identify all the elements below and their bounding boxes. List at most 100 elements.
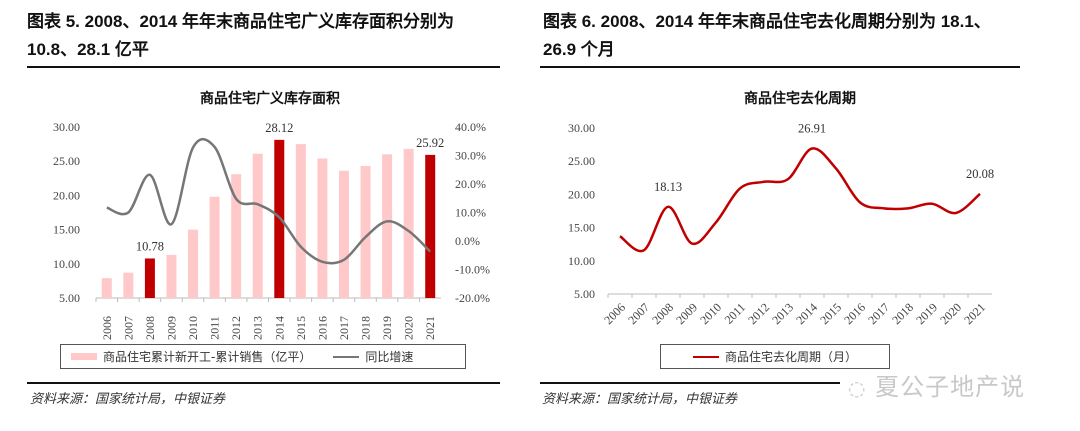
left-y-tick: 10.00 <box>53 257 80 271</box>
right-y-tick: 20.0% <box>455 177 486 191</box>
bar-2008 <box>144 258 155 298</box>
bar-2013 <box>252 153 263 298</box>
growth-line <box>106 137 432 265</box>
x-tick-label: 2014 <box>272 316 286 340</box>
y-tick: 5.00 <box>574 287 595 301</box>
right-heading-line1: 图表 6. 2008、2014 年年末商品住宅去化周期分别为 18.1、 <box>543 12 991 31</box>
left-source: 资料来源：国家统计局，中银证券 <box>30 392 226 407</box>
left-y-tick: 20.00 <box>53 188 80 202</box>
x-tick-label: 2019 <box>913 300 940 327</box>
left-legend: 商品住宅累计新开工-累计销售（亿平） 同比增速 <box>60 344 466 369</box>
bar-2018 <box>360 165 371 298</box>
right-top-divider <box>540 66 1020 68</box>
bar-2020 <box>403 148 414 298</box>
right-source: 资料来源：国家统计局，中银证券 <box>542 392 738 407</box>
cycle-line <box>619 147 981 253</box>
x-tick-label: 2010 <box>186 316 200 340</box>
data-label: 28.12 <box>265 121 293 135</box>
x-tick-label: 2015 <box>294 316 308 340</box>
legend-bar-label: 商品住宅累计新开工-累计销售（亿平） <box>103 350 312 364</box>
bar-2012 <box>231 174 242 298</box>
x-tick-label: 2007 <box>121 316 135 340</box>
right-bottom-divider <box>540 382 840 384</box>
x-tick-label: 2021 <box>423 316 437 340</box>
x-tick-label: 2020 <box>937 300 964 327</box>
x-tick-label: 2015 <box>817 300 844 327</box>
right-legend: 商品住宅去化周期（月） <box>660 344 890 369</box>
bar-2007 <box>123 272 134 298</box>
x-tick-label: 2012 <box>229 316 243 340</box>
x-tick-label: 2017 <box>865 300 892 327</box>
left-top-divider <box>27 66 500 68</box>
x-tick-label: 2009 <box>673 300 700 327</box>
x-tick-label: 2018 <box>359 316 373 340</box>
right-heading: 图表 6. 2008、2014 年年末商品住宅去化周期分别为 18.1、 26.… <box>543 8 1043 64</box>
legend-line-swatch <box>692 355 719 358</box>
data-label: 20.08 <box>966 167 994 181</box>
data-label: 25.92 <box>416 136 444 150</box>
x-tick-label: 2016 <box>841 300 868 327</box>
wechat-icon: ◌ <box>848 376 867 400</box>
right-chart-title: 商品住宅去化周期 <box>744 91 856 107</box>
bar-2010 <box>188 229 199 298</box>
y-tick: 20.00 <box>568 187 595 201</box>
left-heading-line2: 10.8、28.1 亿平 <box>27 40 149 59</box>
left-y-tick: 30.00 <box>53 120 80 134</box>
right-y-tick: -20.0% <box>455 291 490 305</box>
right-y-tick: 10.0% <box>455 206 486 220</box>
data-label: 26.91 <box>798 122 826 136</box>
y-tick: 25.00 <box>568 154 595 168</box>
right-y-tick: -10.0% <box>455 263 490 277</box>
legend-line-label: 商品住宅去化周期（月） <box>724 350 857 364</box>
bar-2015 <box>295 144 306 298</box>
x-tick-label: 2006 <box>601 300 628 327</box>
left-heading-line1: 图表 5. 2008、2014 年年末商品住宅广义库存面积分别为 <box>27 12 454 31</box>
left-bottom-divider <box>27 382 500 384</box>
x-tick-label: 2011 <box>722 300 749 327</box>
x-tick-label: 2021 <box>961 300 988 327</box>
left-y-tick: 25.00 <box>53 154 80 168</box>
x-tick-label: 2017 <box>337 316 351 340</box>
bar-2021 <box>425 154 436 298</box>
bar-2016 <box>317 158 328 298</box>
bar-2009 <box>166 254 177 298</box>
y-tick: 15.00 <box>568 221 595 235</box>
x-tick-label: 2010 <box>697 300 724 327</box>
bar-2019 <box>382 154 393 298</box>
x-tick-label: 2011 <box>208 316 222 340</box>
data-label: 10.78 <box>136 239 164 253</box>
x-tick-label: 2007 <box>625 300 652 327</box>
x-tick-label: 2020 <box>402 316 416 340</box>
x-tick-label: 2013 <box>769 300 796 327</box>
bar-2017 <box>338 170 349 298</box>
x-tick-label: 2013 <box>251 316 265 340</box>
x-tick-label: 2008 <box>143 316 157 340</box>
watermark-text: 夏公子地产说 <box>875 373 1026 401</box>
right-y-tick: 0.0% <box>455 234 480 248</box>
x-tick-label: 2012 <box>745 300 772 327</box>
right-y-tick: 40.0% <box>455 120 486 134</box>
right-heading-line2: 26.9 个月 <box>543 40 615 59</box>
watermark: ◌ 夏公子地产说 <box>848 367 1025 402</box>
left-y-tick: 15.00 <box>53 223 80 237</box>
y-tick: 10.00 <box>568 254 595 268</box>
bar-2006 <box>101 278 112 298</box>
y-tick: 30.00 <box>568 121 595 135</box>
x-tick-label: 2014 <box>793 300 820 327</box>
left-y-tick: 5.00 <box>59 291 80 305</box>
data-label: 18.13 <box>654 180 682 194</box>
right-y-tick: 30.0% <box>455 149 486 163</box>
legend-line-swatch <box>333 355 360 358</box>
x-tick-label: 2006 <box>100 316 114 340</box>
legend-bar-swatch <box>71 353 97 360</box>
x-tick-label: 2019 <box>380 316 394 340</box>
x-tick-label: 2009 <box>164 316 178 340</box>
legend-line-label: 同比增速 <box>365 350 414 364</box>
x-tick-label: 2008 <box>649 300 676 327</box>
bar-2011 <box>209 196 220 298</box>
x-tick-label: 2016 <box>315 316 329 340</box>
left-heading: 图表 5. 2008、2014 年年末商品住宅广义库存面积分别为 10.8、28… <box>27 8 507 64</box>
x-tick-label: 2018 <box>889 300 916 327</box>
left-chart-title: 商品住宅广义库存面积 <box>200 91 340 107</box>
